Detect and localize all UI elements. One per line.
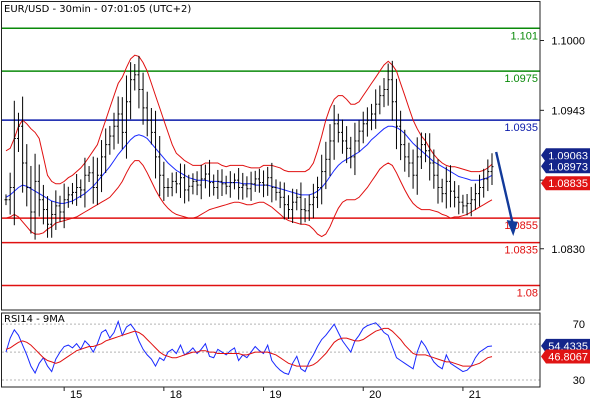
- x-tick-label: 19: [269, 389, 281, 400]
- price-badge-label: 1.08973: [548, 161, 588, 173]
- price-y-tick-label: 1.1000: [551, 36, 585, 48]
- level-label: 1.101: [510, 30, 538, 42]
- forecast-arrow-head: [506, 220, 518, 237]
- x-tick-label: 20: [369, 389, 381, 400]
- rsi-panel-frame: [1, 312, 541, 388]
- level-label: 1.0935: [504, 122, 538, 134]
- forecast-arrow-shaft: [494, 151, 514, 225]
- level-label: 1.0835: [504, 245, 538, 257]
- x-tick-label: 18: [170, 389, 182, 400]
- forecast-arrow: [494, 151, 518, 237]
- price-y-tick-label: 1.0830: [551, 244, 585, 256]
- rsi-panel: [2, 319, 540, 381]
- bollinger-bands: [5, 54, 493, 238]
- moving-average: [5, 125, 493, 204]
- moving-average-line: [5, 125, 493, 204]
- rsi-badge-bg: [541, 349, 590, 364]
- rsi-signal-line: [5, 327, 493, 367]
- x-tick-label: 15: [70, 389, 82, 400]
- rsi-y-tick-label: 30: [573, 375, 585, 387]
- rsi-y-tick-label: 70: [573, 319, 585, 331]
- price-badge-bg: [541, 176, 590, 191]
- rsi-badge-label: 46.8067: [548, 352, 588, 364]
- rsi-line: [5, 319, 493, 376]
- price-panel-frame: [1, 1, 541, 311]
- price-badge-bg: [541, 159, 590, 174]
- level-label: 1.08: [517, 288, 538, 300]
- bollinger-upper-line: [5, 54, 493, 185]
- chart-title: EUR/USD - 30min - 07:01:05 (UTC+2): [4, 4, 191, 15]
- price-badge-label: 1.09063: [548, 150, 588, 162]
- rsi-badge-bg: [541, 338, 590, 353]
- bollinger-lower-line: [5, 160, 493, 238]
- price-bars: [4, 55, 494, 240]
- level-label: 1.0975: [504, 73, 538, 85]
- rsi-title: RSI14 - 9MA: [4, 314, 65, 325]
- price-badge-label: 1.08835: [548, 178, 588, 190]
- panel-frames: [1, 1, 541, 388]
- price-y-tick-label: 1.0943: [551, 105, 585, 117]
- price-badge-bg: [541, 148, 590, 163]
- x-tick-label: 21: [469, 389, 481, 400]
